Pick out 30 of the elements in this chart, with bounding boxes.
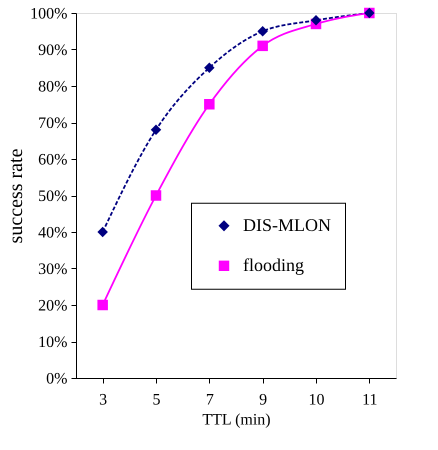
y-axis-title: success rate (5, 148, 28, 244)
point (310, 15, 322, 26)
point (97, 300, 108, 310)
y-tick-label: 100% (30, 6, 68, 22)
legend-label: DIS-MLON (243, 214, 331, 235)
x-tick-label: 9 (259, 392, 268, 408)
y-tick-label: 20% (38, 298, 68, 314)
x-tick-label: 3 (99, 392, 108, 408)
y-tick-label: 50% (38, 188, 68, 205)
y-tick-label: 30% (38, 261, 68, 278)
legend-label: flooding (243, 254, 304, 275)
point (204, 62, 215, 73)
point (257, 40, 268, 52)
y-tick-label: 60% (38, 152, 68, 168)
y-tick-label: 0% (46, 370, 68, 388)
y-tick-label: 70% (38, 115, 68, 132)
point (150, 124, 162, 136)
y-tick-label: 80% (38, 78, 68, 96)
point (257, 26, 268, 36)
x-tick-label: 10 (308, 392, 324, 408)
x-tick-label: 7 (206, 392, 214, 408)
x-tick-label: 5 (152, 392, 160, 408)
x-tick-label: 11 (362, 392, 378, 408)
point (150, 190, 162, 201)
point (204, 99, 215, 110)
x-axis-title: TTL (min) (202, 412, 271, 428)
y-tick-label: 90% (38, 42, 68, 59)
y-tick-label: 40% (38, 224, 68, 242)
point (97, 226, 108, 238)
y-tick-label: 10% (38, 334, 68, 351)
